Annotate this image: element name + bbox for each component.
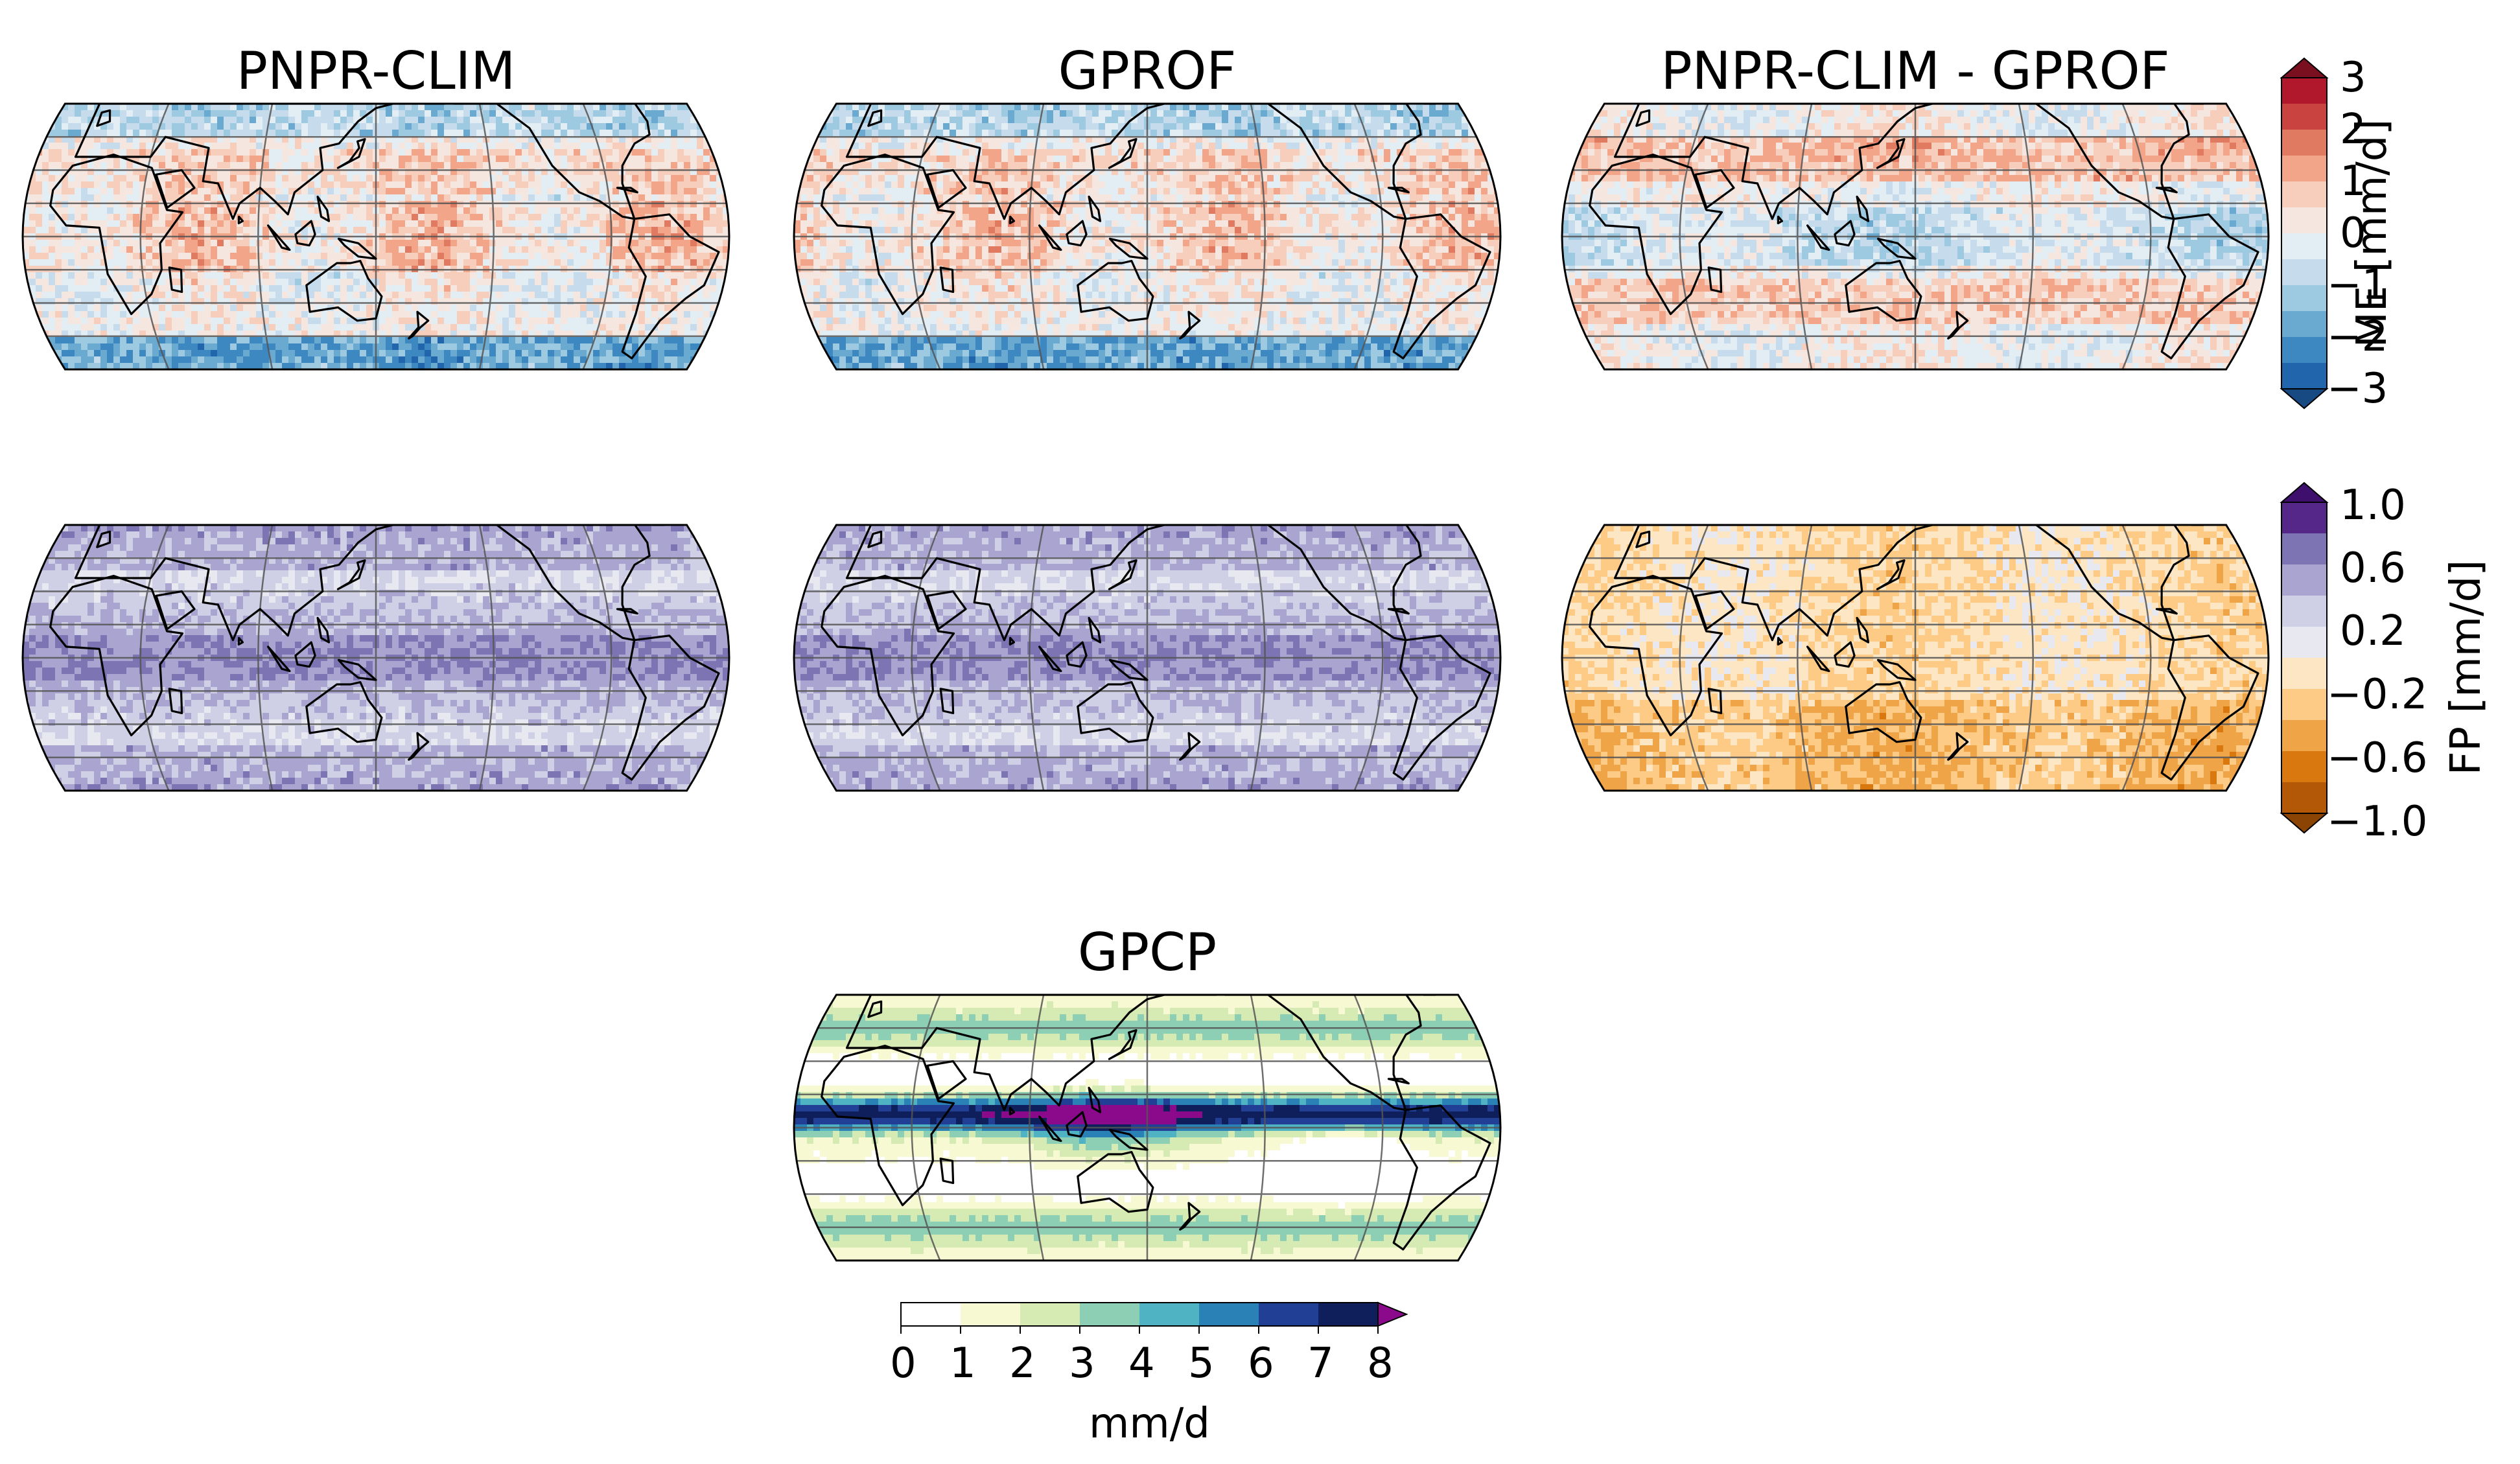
colorbar-me-tick: −2 xyxy=(2327,316,2388,358)
colorbar-me-tick: −1 xyxy=(2327,264,2388,306)
map-gprof-me xyxy=(793,102,1502,371)
colorbar-fp-tick: 1.0 xyxy=(2340,485,2406,526)
colorbar-fp-tick: −0.6 xyxy=(2327,738,2427,779)
colorbar-me-tick: 0 xyxy=(2340,213,2366,254)
colorbar-me xyxy=(2280,57,2329,410)
panel-title-difference: PNPR-CLIM - GPROF xyxy=(1562,45,2269,97)
colorbar-precip-tick: 6 xyxy=(1248,1343,1274,1384)
colorbar-precip-tick: 2 xyxy=(1009,1343,1036,1384)
colorbar-fp-tick: 0.2 xyxy=(2340,610,2406,652)
map-difference-me xyxy=(1561,102,2270,371)
colorbar-fp-label: FP [mm/d] xyxy=(2442,560,2490,776)
colorbar-precip-tick: 3 xyxy=(1069,1343,1095,1384)
colorbar-me-label: ME [mm/d] xyxy=(2348,119,2396,348)
colorbar-me-tick: 1 xyxy=(2340,161,2366,202)
panel-title-gprof: GPROF xyxy=(794,45,1500,97)
colorbar-precip xyxy=(900,1301,1408,1334)
colorbar-precip-tick: 7 xyxy=(1307,1343,1334,1384)
panel-title-pnpr-clim: PNPR-CLIM xyxy=(23,45,729,97)
panel-title-gpcp: GPCP xyxy=(794,927,1500,979)
colorbar-me-tick: 2 xyxy=(2340,109,2366,150)
map-gprof-fp xyxy=(793,524,1502,792)
colorbar-fp xyxy=(2280,482,2329,834)
map-gpcp-precip xyxy=(793,993,1502,1262)
map-pnpr-clim-me xyxy=(21,102,730,371)
colorbar-precip-label: mm/d xyxy=(1089,1403,1210,1445)
colorbar-me-tick: 3 xyxy=(2340,57,2366,99)
colorbar-precip-tick: 1 xyxy=(950,1343,976,1384)
colorbar-fp-tick: −1.0 xyxy=(2327,801,2427,842)
colorbar-fp-tick: −0.2 xyxy=(2327,674,2427,715)
map-difference-fp xyxy=(1561,524,2270,792)
colorbar-fp-tick: 0.6 xyxy=(2340,548,2406,589)
colorbar-precip-tick: 5 xyxy=(1188,1343,1215,1384)
map-pnpr-clim-fp xyxy=(21,524,730,792)
colorbar-me-tick: −3 xyxy=(2327,368,2388,410)
colorbar-precip-tick: 4 xyxy=(1128,1343,1155,1384)
colorbar-precip-tick: 0 xyxy=(890,1343,916,1384)
colorbar-precip-tick: 8 xyxy=(1367,1343,1394,1384)
